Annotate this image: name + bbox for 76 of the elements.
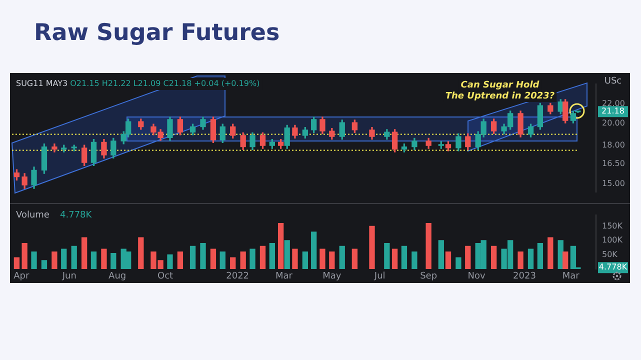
bar bbox=[101, 248, 107, 269]
bar bbox=[14, 257, 20, 269]
bar bbox=[518, 252, 524, 269]
annotation: SUG11 MAY3 O21.15 H21.22 L21.09 C21.18 +0.04 (+0.19%) bbox=[16, 79, 260, 88]
x-tick-label: Oct bbox=[157, 272, 174, 282]
bar bbox=[230, 257, 236, 269]
bar bbox=[292, 248, 298, 269]
x-tick-label: Jun bbox=[61, 272, 76, 282]
y-tick-label: 15.00 bbox=[602, 178, 625, 188]
x-tick-label: Nov bbox=[468, 272, 486, 282]
y-tick-label: 150K bbox=[602, 221, 624, 230]
bar bbox=[412, 252, 418, 269]
bar bbox=[167, 254, 173, 269]
bar bbox=[401, 246, 408, 269]
annotation: 21.18 bbox=[602, 106, 624, 116]
bar bbox=[537, 242, 544, 269]
bar bbox=[369, 226, 375, 269]
bar bbox=[490, 246, 497, 269]
bar bbox=[302, 252, 308, 269]
y-axis-title: USc bbox=[604, 76, 622, 86]
bar bbox=[284, 240, 290, 269]
annotation: Can Sugar Hold The Uptrend in 2023? bbox=[445, 80, 555, 102]
annotation: 4.778K bbox=[598, 262, 628, 272]
y-tick-label: 18.00 bbox=[602, 140, 625, 150]
bar bbox=[329, 252, 335, 269]
x-tick-label: Aug bbox=[108, 272, 126, 282]
bar bbox=[260, 246, 266, 269]
bar bbox=[384, 242, 390, 269]
bar bbox=[278, 223, 284, 269]
bar bbox=[81, 237, 88, 269]
bar bbox=[22, 242, 28, 269]
annotation: 4.778K bbox=[60, 210, 93, 220]
y-tick-label: 22.00 bbox=[602, 98, 625, 108]
bar bbox=[200, 242, 206, 269]
x-tick-label: Mar bbox=[275, 272, 293, 282]
x-tick-label: Jul bbox=[373, 272, 386, 282]
bar bbox=[320, 248, 326, 269]
bar bbox=[177, 252, 184, 269]
bar bbox=[426, 223, 432, 269]
bar bbox=[110, 252, 116, 269]
bar bbox=[240, 252, 246, 269]
bar bbox=[41, 260, 48, 269]
y-tick-label: 20.00 bbox=[602, 118, 625, 128]
y-tick-label: 16.50 bbox=[602, 158, 625, 168]
bar bbox=[339, 246, 345, 269]
bar bbox=[138, 237, 144, 269]
y-tick-label: 50K bbox=[602, 250, 618, 259]
bar bbox=[190, 246, 196, 269]
y-tick-label: 100K bbox=[602, 236, 624, 245]
bar bbox=[269, 242, 275, 269]
bar bbox=[528, 248, 534, 269]
bar bbox=[548, 237, 554, 269]
chart-title: Volume bbox=[16, 210, 50, 220]
bar bbox=[562, 252, 568, 269]
x-tick-label: Mar bbox=[562, 272, 580, 282]
x-tick-label: 2023 bbox=[513, 272, 536, 282]
bar bbox=[392, 248, 398, 269]
bar bbox=[352, 248, 358, 269]
bar bbox=[310, 232, 317, 269]
bar bbox=[61, 248, 67, 269]
bar bbox=[90, 252, 97, 269]
bar bbox=[438, 240, 444, 269]
bar bbox=[210, 248, 216, 269]
bar bbox=[456, 257, 462, 269]
chart-title: Raw Sugar Futures bbox=[34, 20, 280, 46]
x-tick-label: Apr bbox=[14, 272, 30, 282]
bar bbox=[465, 246, 471, 269]
bar bbox=[250, 248, 256, 269]
bar bbox=[71, 246, 77, 269]
bar bbox=[52, 252, 58, 269]
bar bbox=[445, 252, 452, 269]
x-tick-label: 2022 bbox=[226, 272, 250, 282]
x-tick-label: May bbox=[322, 272, 342, 282]
x-tick-label: Sep bbox=[420, 272, 438, 282]
bar bbox=[220, 252, 226, 269]
bar bbox=[31, 252, 37, 269]
